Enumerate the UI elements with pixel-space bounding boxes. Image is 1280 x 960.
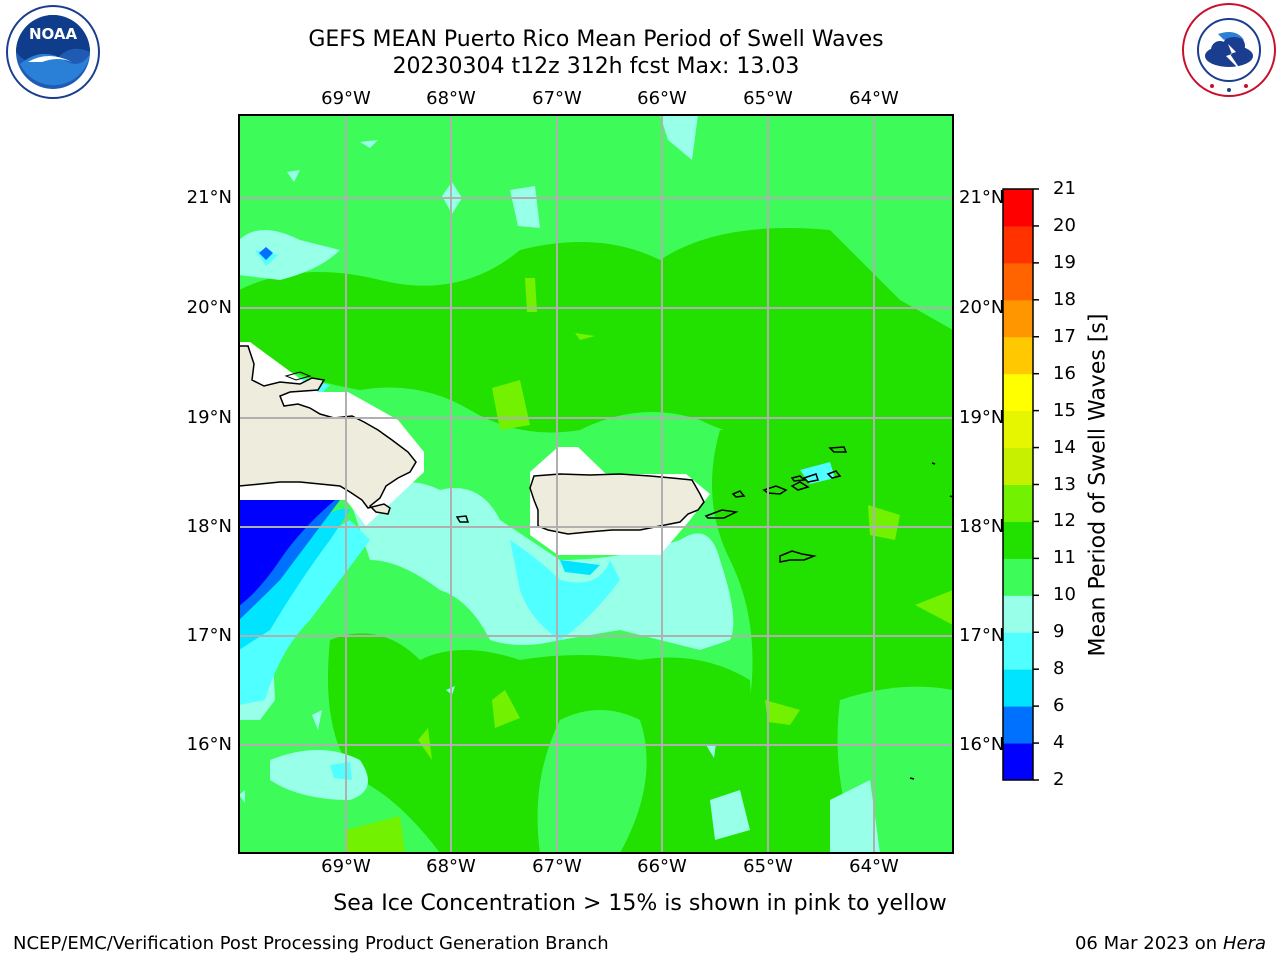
colorbar-swatch xyxy=(1003,447,1033,485)
chart-title: GEFS MEAN Puerto Rico Mean Period of Swe… xyxy=(308,27,884,52)
colorbar-tick-label: 19 xyxy=(1053,251,1076,273)
colorbar-tick-label: 4 xyxy=(1053,732,1065,754)
map-frame xyxy=(238,114,954,854)
colorbar xyxy=(1002,188,1039,781)
colorbar-tick-label: 18 xyxy=(1053,288,1076,310)
lon-label-top: 68°W xyxy=(426,88,476,109)
colorbar-tick-label: 15 xyxy=(1053,399,1076,421)
lat-label-left: 20°N xyxy=(186,297,232,318)
colorbar-tick-label: 21 xyxy=(1053,178,1076,199)
colorbar-swatch xyxy=(1003,299,1033,338)
colorbar-swatch xyxy=(1003,558,1033,596)
colorbar-tick-label: 12 xyxy=(1053,510,1076,532)
colorbar-swatch xyxy=(1003,189,1033,227)
colorbar-tick-label: 14 xyxy=(1053,436,1076,458)
lon-label-bottom: 64°W xyxy=(849,856,899,877)
lon-label-top: 65°W xyxy=(743,88,793,109)
lon-label-bottom: 68°W xyxy=(426,856,476,877)
virgin-islands xyxy=(455,446,848,563)
footer-branch: NCEP/EMC/Verification Post Processing Pr… xyxy=(13,933,609,954)
lat-label-left: 17°N xyxy=(186,625,232,646)
lat-label-right: 16°N xyxy=(959,734,1005,755)
lon-label-top: 69°W xyxy=(321,88,371,109)
grid-lines xyxy=(239,115,953,853)
colorbar-tick-label: 9 xyxy=(1053,621,1065,643)
colorbar-tick-label: 6 xyxy=(1053,695,1065,717)
contour-11-12s-north2 xyxy=(420,115,953,223)
colorbar-swatch xyxy=(1003,743,1033,781)
lat-label-right: 21°N xyxy=(959,187,1005,208)
contour-8-9s xyxy=(510,540,620,640)
colorbar-swatch xyxy=(1003,225,1033,264)
lat-label-right: 17°N xyxy=(959,625,1005,646)
colorbar-tick-label: 10 xyxy=(1053,584,1076,606)
colorbar-tick-label: 13 xyxy=(1053,473,1076,495)
colorbar-swatch xyxy=(1003,410,1033,449)
footer-date-text: 06 Mar 2023 on xyxy=(1074,933,1218,954)
colorbar-tick-label: 2 xyxy=(1053,769,1065,790)
colorbar-label: Mean Period of Swell Waves [s] xyxy=(1085,313,1111,657)
puerto-rico-land xyxy=(529,473,705,535)
lat-label-left: 16°N xyxy=(186,734,232,755)
colorbar-tick-label: 8 xyxy=(1053,658,1065,680)
colorbar-tick-label: 11 xyxy=(1053,547,1076,569)
colorbar-tick-label: 17 xyxy=(1053,325,1076,347)
colorbar-swatch xyxy=(1003,595,1033,633)
footer-machine: Hera xyxy=(1222,933,1266,954)
contour-11-12s-north xyxy=(239,228,953,440)
hispaniola-land xyxy=(239,345,417,515)
lat-label-right: 18°N xyxy=(959,516,1005,537)
lat-label-right: 20°N xyxy=(959,297,1005,318)
colorbar-swatch xyxy=(1003,262,1033,301)
lon-label-top: 67°W xyxy=(532,88,582,109)
noaa-logo-icon: NOAA xyxy=(2,4,104,100)
lat-label-left: 19°N xyxy=(186,407,232,428)
colorbar-swatch xyxy=(1003,336,1033,375)
lon-label-bottom: 66°W xyxy=(637,856,687,877)
colorbar-swatch xyxy=(1003,706,1033,744)
lat-label-left: 18°N xyxy=(186,516,232,537)
sea-ice-caption: Sea Ice Concentration > 15% is shown in … xyxy=(333,891,947,916)
colorbar-swatch xyxy=(1003,669,1033,707)
lat-label-right: 19°N xyxy=(959,407,1005,428)
colorbar-swatch xyxy=(1003,632,1033,670)
colorbar-tick-label: 20 xyxy=(1053,214,1076,236)
lon-label-top: 64°W xyxy=(849,88,899,109)
chart-subtitle: 20230304 t12z 312h fcst Max: 13.03 xyxy=(392,54,800,79)
contour-11-12s-south xyxy=(328,633,760,853)
nws-logo-icon xyxy=(1178,0,1280,100)
lon-label-bottom: 67°W xyxy=(532,856,582,877)
noaa-logo-text: NOAA xyxy=(29,25,78,43)
colorbar-swatch xyxy=(1003,373,1033,412)
footer-date: 06 Mar 2023 on Hera xyxy=(1075,933,1266,954)
colorbar-swatch xyxy=(1003,521,1033,559)
lon-label-top: 66°W xyxy=(637,88,687,109)
lon-label-bottom: 69°W xyxy=(321,856,371,877)
colorbar-tick-label: 16 xyxy=(1053,362,1076,384)
lat-label-left: 21°N xyxy=(186,187,232,208)
colorbar-swatch xyxy=(1003,484,1033,522)
lon-label-bottom: 65°W xyxy=(743,856,793,877)
